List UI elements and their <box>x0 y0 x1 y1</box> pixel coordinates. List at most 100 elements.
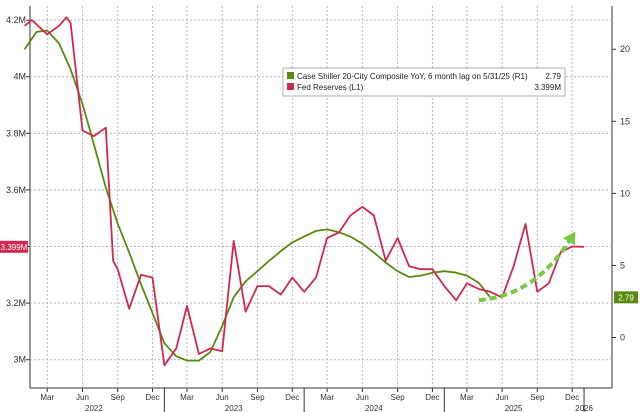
x-axis: Mar Jun Sep Dec Mar Jun Sep Dec Mar Jun Sep Dec Mar J… <box>40 388 593 412</box>
series-1-point <box>397 238 398 239</box>
right-tick-label: 5 <box>620 260 625 270</box>
legend-label: Case Shiller 20-City Composite YoY, 6 mo… <box>297 72 528 81</box>
left-last-value-tag <box>0 240 28 253</box>
series-1-point <box>432 269 433 270</box>
x-tick-label: Sep <box>530 393 545 402</box>
series-1-point <box>198 354 199 355</box>
left-tick-label: 3M <box>13 355 26 365</box>
series-0-point <box>280 251 281 252</box>
series-0-point <box>316 230 317 231</box>
series-0-point <box>186 360 187 361</box>
series-0-point <box>233 297 234 298</box>
projection-arrow-head <box>563 231 576 246</box>
x-tick-label: Mar <box>40 393 54 402</box>
series-1-point <box>66 17 67 18</box>
series-0-point <box>24 49 25 50</box>
series-0-point <box>245 281 246 282</box>
legend-box <box>282 67 566 97</box>
right-tick-label: 10 <box>620 188 630 198</box>
series-0-point <box>222 326 223 327</box>
x-tick-label: Mar <box>460 393 474 402</box>
series-1-point <box>176 348 177 349</box>
series-1-point <box>31 20 32 21</box>
series-1-point <box>129 308 130 309</box>
series-1-point <box>327 238 328 239</box>
left-tick-label: 3.8M <box>6 128 26 138</box>
series-1-point <box>385 260 386 261</box>
series-0-point <box>59 43 60 44</box>
series-0-point <box>385 262 386 263</box>
series-0-point <box>466 275 467 276</box>
series-1-point <box>444 286 445 287</box>
series-1-point <box>316 277 317 278</box>
x-tick-label: Dec <box>565 393 579 402</box>
series-0-point <box>257 271 258 272</box>
series-0-point <box>210 351 211 352</box>
left-last-value-label: 3.399M <box>1 243 28 252</box>
legend-value: 3.399M <box>534 83 561 92</box>
series-0-point <box>268 261 269 262</box>
series-1-point <box>210 348 211 349</box>
x-tick-label: Dec <box>285 393 299 402</box>
series-0-point <box>70 69 71 70</box>
legend: Case Shiller 20-City Composite YoY, 6 mo… <box>282 67 566 97</box>
right-tick-label: 20 <box>620 44 630 54</box>
series-1-point <box>292 277 293 278</box>
series-1-point <box>548 283 549 284</box>
series-0-point <box>444 271 445 272</box>
series-0-point <box>117 223 118 224</box>
series-1-point <box>113 260 114 261</box>
series-1-point <box>584 246 585 247</box>
year-label: 2025 <box>505 404 523 412</box>
series-1-point <box>537 291 538 292</box>
series-1-point <box>572 246 573 247</box>
right-tick-label: 15 <box>620 116 630 126</box>
series-line-1 <box>24 16 585 367</box>
series-0-point <box>164 343 165 344</box>
left-tick-label: 4M <box>13 72 26 82</box>
series-1-point <box>24 25 25 26</box>
series-1-point <box>466 283 467 284</box>
series-1-point <box>560 252 561 253</box>
series-0-point <box>350 236 351 237</box>
series-1-point <box>409 266 410 267</box>
x-tick-label: Jun <box>216 393 229 402</box>
series-1-point <box>525 223 526 224</box>
legend-swatch <box>287 72 294 79</box>
series-1-point <box>362 206 363 207</box>
series-0-point <box>409 277 410 278</box>
series-1-point <box>513 266 514 267</box>
series-1-point <box>456 300 457 301</box>
grid-lines <box>29 6 613 389</box>
series-1-point <box>141 274 142 275</box>
series-0-point <box>432 272 433 273</box>
series-0-point <box>327 229 328 230</box>
series-0-point <box>105 187 106 188</box>
x-tick-label: Sep <box>111 393 126 402</box>
year-label: 2022 <box>85 404 103 412</box>
series-1-point <box>164 365 165 366</box>
series-0-point <box>141 284 142 285</box>
series-0-point <box>47 30 48 31</box>
series-1-point <box>117 269 118 270</box>
series-0-point <box>82 104 83 105</box>
annotation-layer <box>478 231 576 303</box>
x-tick-label: Dec <box>425 393 439 402</box>
series-1-point <box>82 130 83 131</box>
series-1-point <box>152 277 153 278</box>
series-0-point <box>129 252 130 253</box>
series-1-point <box>257 286 258 287</box>
series-1-point <box>47 34 48 35</box>
series-1-point <box>420 269 421 270</box>
year-label: 2024 <box>365 404 383 412</box>
x-tick-label: Sep <box>390 393 405 402</box>
series-1-point <box>245 311 246 312</box>
series-0-point <box>373 252 374 253</box>
series-1-point <box>490 291 491 292</box>
x-tick-label: Jun <box>76 393 89 402</box>
left-tick-label: 4.2M <box>6 15 26 25</box>
series-1-point <box>373 215 374 216</box>
projection-arrow-line <box>478 235 574 303</box>
series-1-point <box>478 288 479 289</box>
legend-swatch <box>287 83 294 90</box>
